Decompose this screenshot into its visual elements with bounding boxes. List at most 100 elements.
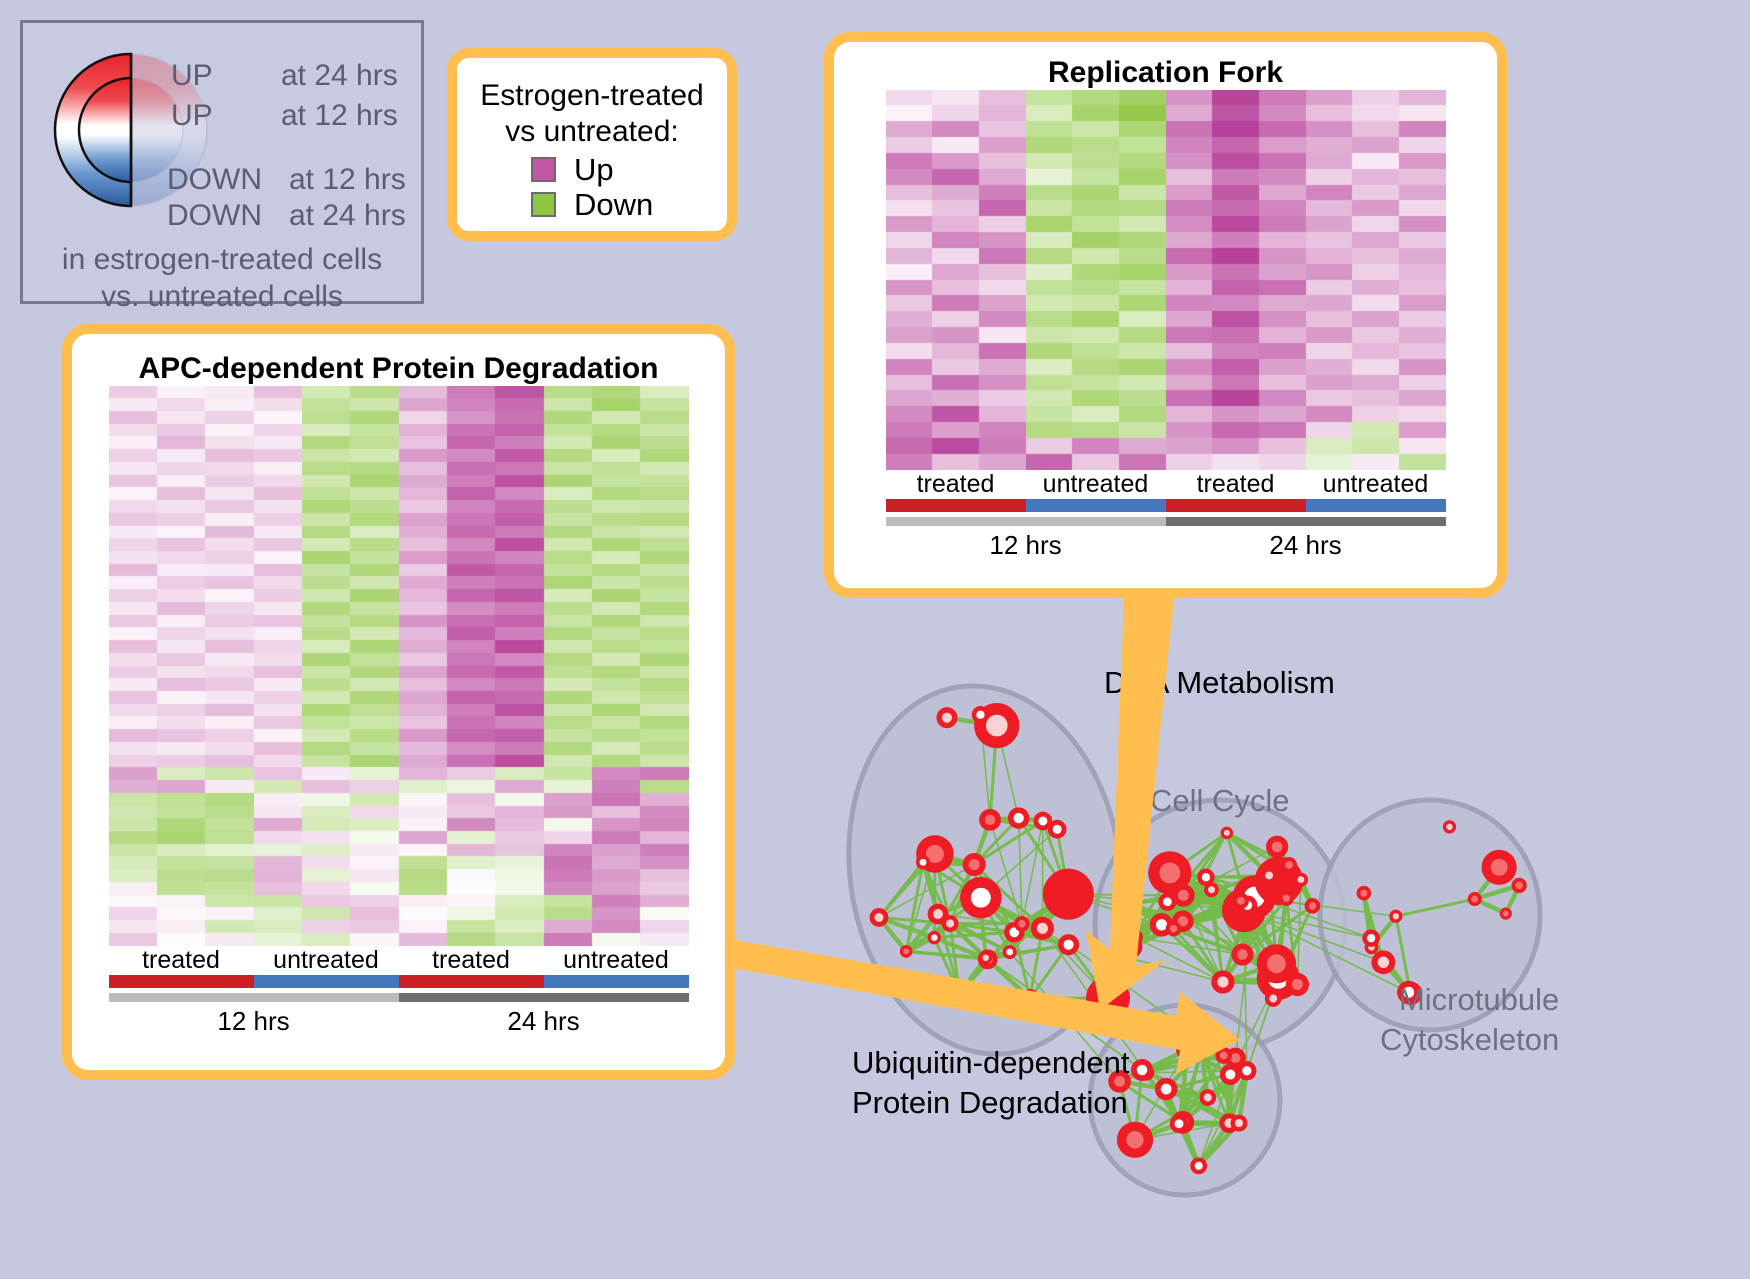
network-node-core <box>1515 881 1523 890</box>
timepoint-segment <box>108 993 399 1002</box>
network-node-core <box>1155 919 1168 931</box>
network-node-core <box>1018 920 1026 928</box>
network-node-core <box>1163 897 1172 907</box>
network-node-core <box>1297 876 1305 884</box>
up-down-ring-diagram <box>51 45 211 215</box>
key-label-down-24: DOWN <box>167 199 262 232</box>
network-node-core <box>1282 894 1290 902</box>
network-node-core <box>1223 829 1230 836</box>
network-node-core <box>932 909 943 919</box>
timepoint-label: 24 hrs <box>507 1006 580 1036</box>
network-node-core <box>1063 939 1074 950</box>
network-node-core <box>1392 913 1400 920</box>
treatment-segment <box>885 499 1026 512</box>
network-node-core <box>985 714 1008 737</box>
treatment-segment <box>108 975 254 988</box>
key-label-up-24: UP <box>171 59 213 92</box>
network-node-core <box>941 712 953 723</box>
sample-label: treated <box>1196 470 1275 498</box>
network-node-core <box>1052 824 1062 834</box>
replication-fork-title: Replication Fork <box>1047 56 1284 89</box>
network-node-core <box>1036 922 1048 934</box>
network-node[interactable] <box>1086 976 1130 1020</box>
network-node-core <box>1123 898 1135 910</box>
network-node-core <box>1217 976 1229 988</box>
treatment-segment <box>398 975 544 988</box>
network-node-core <box>1181 1043 1193 1055</box>
legend-title-line1: Estrogen-treated <box>480 79 704 112</box>
sample-label-row: treated untreated treated untreated <box>886 470 1446 499</box>
network-node-core <box>1194 1161 1203 1170</box>
network-node-core <box>1366 933 1376 943</box>
network-edge <box>1021 820 1044 924</box>
network-node[interactable] <box>1042 868 1094 920</box>
color-key-footer: in estrogen-treated cells vs. untreated … <box>23 241 421 315</box>
sample-label-row: treated untreated treated untreated <box>109 946 689 975</box>
network-node-core <box>1122 953 1131 962</box>
network-node-core <box>1203 1093 1212 1102</box>
network-node-core <box>1502 910 1509 917</box>
timepoint-label: 12 hrs <box>217 1006 290 1036</box>
treatment-color-bar <box>108 975 689 988</box>
cluster-label-microtubule-cytoskeleton: Microtubule Cytoskeleton <box>1380 980 1559 1060</box>
up-swatch-icon <box>531 157 556 182</box>
network-edge <box>1197 1074 1232 1167</box>
sample-label: untreated <box>1042 470 1149 498</box>
network-node-core <box>903 948 910 955</box>
sample-label: treated <box>916 470 995 498</box>
timepoint-label-row: 12 hrs 24 hrs <box>886 530 1446 561</box>
key-label-down-at-24: at 24 hrs <box>289 199 406 232</box>
network-node-core <box>874 912 884 923</box>
network-node-core <box>1237 949 1248 960</box>
cluster-label-cell-cycle: Cell Cycle <box>1150 783 1290 818</box>
network-node-core <box>1446 823 1453 831</box>
network-node-core <box>1207 886 1216 894</box>
heatmap-legend-panel: Estrogen-treated vs untreated: Up Down <box>447 48 737 241</box>
network-edge <box>1243 909 1384 964</box>
network-node-core <box>1013 812 1024 824</box>
timepoint-color-bar <box>108 993 689 1002</box>
network-node-core <box>1403 986 1415 998</box>
sample-label: treated <box>432 946 510 974</box>
apc-panel: APC-dependent Protein Degradation treate… <box>62 324 735 1080</box>
sample-label: untreated <box>273 946 379 974</box>
network-edge <box>1296 879 1302 985</box>
network-node-core <box>1377 956 1390 969</box>
network-edge <box>932 863 976 939</box>
cluster-label-dna-metabolism: DNA Metabolism <box>1104 665 1335 700</box>
network-node-core <box>1242 1066 1252 1076</box>
color-key-footer-line1: in estrogen-treated cells <box>61 243 383 276</box>
network-node-core <box>1225 1069 1236 1080</box>
network-node-core <box>1006 948 1014 956</box>
key-label-down-12: DOWN <box>167 163 262 196</box>
network-edge <box>1395 897 1476 918</box>
network-node-core <box>1308 902 1317 910</box>
network-node-core <box>1177 916 1189 927</box>
key-label-at-24: at 24 hrs <box>281 59 398 92</box>
network-node-core <box>1136 1064 1148 1076</box>
cluster-label-microtubule: Microtubule <box>1398 982 1560 1017</box>
replication-fork-panel: Replication Fork treated untreated treated… <box>824 32 1507 598</box>
network-edge <box>1394 915 1412 994</box>
network-node-core <box>1201 873 1211 882</box>
cluster-label-cytoskeleton: Cytoskeleton <box>1380 1022 1560 1057</box>
timepoint-label: 24 hrs <box>1269 530 1342 560</box>
network-node-core <box>984 814 996 826</box>
network-edge <box>877 861 925 919</box>
network-node-core <box>1174 1119 1184 1129</box>
network-node-core <box>976 710 985 719</box>
network-node-core <box>956 990 963 998</box>
legend-label-down: Down <box>574 187 654 222</box>
apc-sample-bars: treated untreated treated untreated 12 hrs 24… <box>108 946 689 1037</box>
network-node-core <box>1160 1083 1172 1095</box>
network-edge <box>989 819 1023 925</box>
network-node-core <box>1265 871 1274 880</box>
network-edge <box>878 863 975 919</box>
network-node-core <box>1236 896 1245 905</box>
treatment-segment <box>1165 499 1306 512</box>
treatment-segment <box>253 975 399 988</box>
network-node-core <box>1126 1131 1144 1149</box>
legend-item-up: Up <box>531 154 727 185</box>
cluster-label-ubiquitin-protein-degradation: Ubiquitin-dependent Protein Degradation <box>852 1043 1130 1123</box>
network-node-core <box>925 844 944 863</box>
